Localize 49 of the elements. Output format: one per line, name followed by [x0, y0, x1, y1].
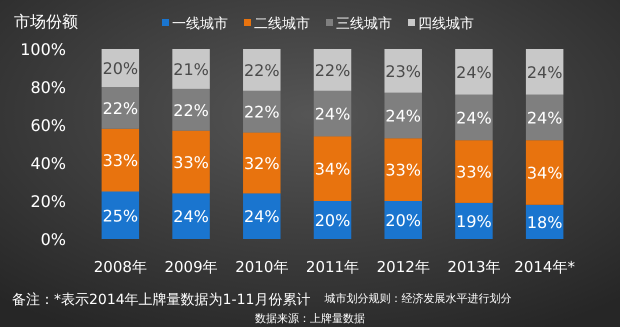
data-label: 33%	[456, 162, 492, 182]
data-label: 24%	[526, 62, 562, 82]
data-label: 33%	[102, 151, 138, 170]
data-label: 24%	[526, 108, 562, 128]
data-label: 22%	[244, 102, 280, 122]
data-label: 23%	[385, 62, 421, 81]
data-label: 24%	[456, 62, 492, 82]
y-tick-label: 80%	[30, 78, 66, 97]
data-label: 22%	[173, 100, 209, 120]
source-note: 数据来源：上牌量数据	[255, 312, 365, 325]
data-label: 32%	[244, 154, 280, 173]
data-label: 18%	[526, 212, 562, 232]
legend-label: 一线城市	[172, 16, 228, 32]
text: 城市划分规则：经济发展水平进行划分	[323, 292, 512, 305]
data-label: 20%	[314, 211, 350, 230]
data-label: 20%	[102, 59, 138, 78]
data-label: 24%	[456, 108, 492, 128]
data-label: 19%	[456, 212, 492, 231]
y-axis-title: 市场份额	[14, 12, 78, 31]
data-label: 22%	[244, 60, 280, 80]
x-tick-label: 2012年	[376, 258, 430, 276]
y-tick-label: 40%	[30, 154, 66, 173]
y-tick-label: 100%	[20, 40, 66, 59]
y-tick-label: 60%	[30, 116, 66, 135]
y-tick-label: 0%	[40, 230, 66, 249]
data-label: 24%	[314, 104, 350, 124]
data-label: 22%	[314, 60, 350, 80]
data-label: 20%	[385, 211, 421, 230]
x-tick-label: 2009年	[164, 258, 218, 276]
data-label: 24%	[173, 207, 209, 226]
data-label: 25%	[102, 206, 138, 226]
data-label: 34%	[314, 160, 350, 179]
data-label: 24%	[385, 106, 421, 126]
x-tick-label: 2013年	[447, 258, 501, 276]
x-tick-label: 2008年	[94, 258, 147, 276]
legend-label: 二线城市	[254, 16, 310, 32]
x-tick-label: 2010年	[235, 258, 288, 276]
data-label: 33%	[173, 153, 209, 172]
data-label: 21%	[173, 60, 209, 79]
data-label: 24%	[244, 207, 280, 226]
legend-label: 三线城市	[336, 16, 392, 32]
x-tick-label: 2011年	[306, 258, 360, 276]
text: 备注：*表示2014年上牌量数据为1-11月份累计	[12, 292, 310, 308]
data-label: 34%	[526, 164, 562, 182]
legend-label: 四线城市	[418, 16, 474, 32]
y-tick-label: 20%	[30, 192, 66, 211]
data-label: 33%	[385, 160, 421, 180]
data-label: 22%	[102, 98, 138, 118]
x-tick-label: 2014年*	[514, 258, 576, 276]
